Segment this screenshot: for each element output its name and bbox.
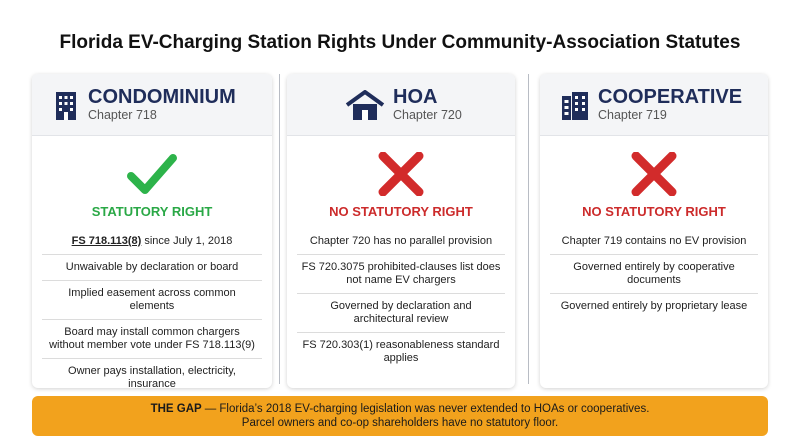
title: Florida EV-Charging Station Rights Under…: [59, 32, 741, 53]
banner-line: THE GAP — Florida’s 2018 EV-charging legi…: [32, 402, 768, 416]
card-name: COOPERATIVE: [598, 86, 743, 108]
card-header: COOPERATIVE Chapter 719: [540, 74, 768, 136]
divider: [279, 74, 280, 384]
building-icon: [562, 91, 588, 120]
status: NO STATUTORY RIGHT: [329, 204, 473, 219]
banner-line: Parcel owners and co-op shareholders hav…: [241, 417, 559, 429]
card-chapter: Chapter 719: [598, 108, 667, 122]
house-icon: [345, 89, 385, 120]
item: Chapter 720 has no parallel provision: [297, 229, 505, 255]
check-icon: [127, 154, 177, 194]
card: CONDOMINIUM Chapter 718 STATUTORY RIGHT …: [32, 74, 272, 388]
divider: [528, 74, 529, 384]
item: Unwaivable by declaration or board: [42, 255, 262, 281]
item: Chapter 719 contains no EV provision: [550, 229, 758, 255]
item: Governed entirely by proprietary lease: [560, 300, 748, 312]
status: NO STATUTORY RIGHT: [582, 204, 726, 219]
card: COOPERATIVE Chapter 719 NO STATUTORY RIG…: [540, 74, 768, 388]
banner: THE GAP — Florida’s 2018 EV-charging legi…: [32, 396, 768, 436]
item: FS 720.3075 prohibited-clauses list does…: [297, 255, 505, 294]
item: FS 720.303(1) reasonableness standard ap…: [302, 339, 500, 364]
cross-icon: [631, 152, 677, 196]
item-ref: FS 718.113(8): [71, 235, 142, 247]
card-name: CONDOMINIUM: [88, 86, 236, 108]
item: Implied easement across common elements: [42, 281, 262, 320]
item: Board may install common chargers withou…: [42, 320, 262, 359]
building-icon: [56, 91, 76, 120]
card-name: HOA: [393, 86, 438, 108]
cross-icon: [378, 152, 424, 196]
card-header: CONDOMINIUM Chapter 718: [32, 74, 272, 136]
card-chapter: Chapter 720: [393, 108, 462, 122]
banner-label: THE GAP: [150, 403, 202, 415]
card: HOA Chapter 720 NO STATUTORY RIGHT Chapt…: [287, 74, 515, 388]
item: Owner pays installation, electricity, in…: [68, 365, 236, 388]
card-header: HOA Chapter 720: [287, 74, 515, 136]
item: Governed entirely by cooperative documen…: [550, 255, 758, 294]
banner-text: — Florida’s 2018 EV-charging legislation…: [204, 403, 650, 415]
status: STATUTORY RIGHT: [91, 204, 213, 219]
item: Governed by declaration and architectura…: [297, 294, 505, 333]
card-chapter: Chapter 718: [88, 108, 157, 122]
item: FS 718.113(8) since July 1, 2018: [42, 229, 262, 255]
item-text: since July 1, 2018: [144, 235, 233, 247]
